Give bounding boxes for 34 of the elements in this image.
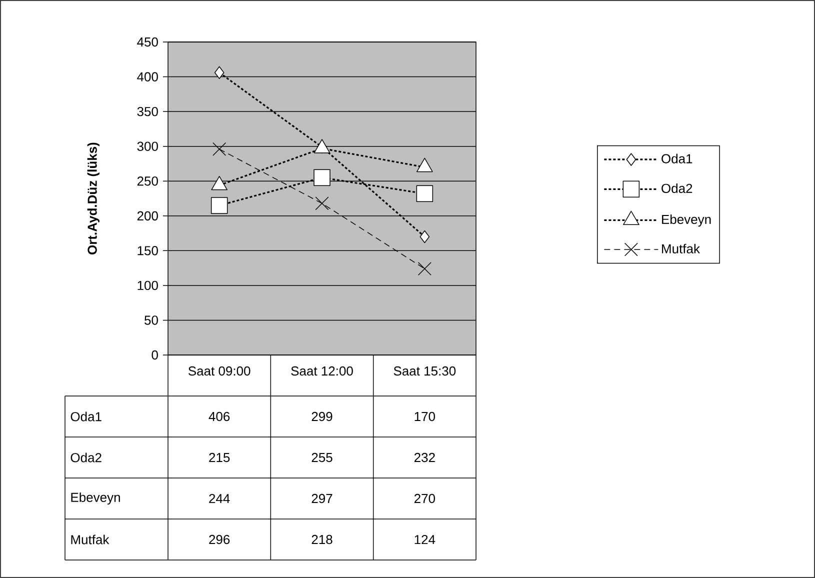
y-tick-label: 450	[137, 37, 158, 47]
y-tick-label: 200	[137, 211, 158, 220]
data-label: 270	[414, 494, 436, 504]
data-label: 406	[208, 412, 230, 422]
x-tick-label: Saat 15:30	[394, 366, 456, 376]
y-tick-label: 250	[137, 176, 158, 186]
data-label: 255	[312, 452, 332, 462]
data-label: 244	[209, 494, 230, 504]
x-tick-label: Saat 12:00	[291, 366, 353, 376]
legend-label: Oda2	[662, 183, 692, 194]
legend-label: Ebeveyn	[662, 214, 711, 227]
data-label: 297	[312, 494, 332, 504]
y-axis-title: Ort.Ayd.Düz (lüks)	[87, 142, 100, 254]
data-label: 232	[414, 452, 435, 462]
y-tick-label: 300	[137, 142, 158, 151]
y-tick-label: 100	[138, 280, 158, 290]
y-tick-label: 150	[138, 246, 158, 256]
y-tick-label: 50	[144, 316, 158, 325]
y-tick-label: 350	[137, 106, 158, 116]
text: Oda2	[70, 452, 102, 462]
y-tick-label: 400	[137, 72, 158, 82]
data-label: 124	[414, 534, 436, 544]
data-label: 299	[312, 412, 332, 422]
data-label: 170	[414, 412, 436, 422]
data-label: 215	[209, 452, 230, 462]
text: Oda1	[70, 412, 102, 422]
x-tick-label: Saat 09:00	[188, 366, 250, 376]
legend-label: Oda1	[662, 154, 692, 164]
text: Ebeveyn	[71, 492, 120, 505]
y-tick-label: 0	[152, 350, 158, 360]
data-label: 296	[209, 534, 230, 544]
data-label: 218	[312, 534, 332, 544]
legend-label: Mutfak	[662, 244, 700, 254]
text: Mutfak	[71, 534, 110, 544]
